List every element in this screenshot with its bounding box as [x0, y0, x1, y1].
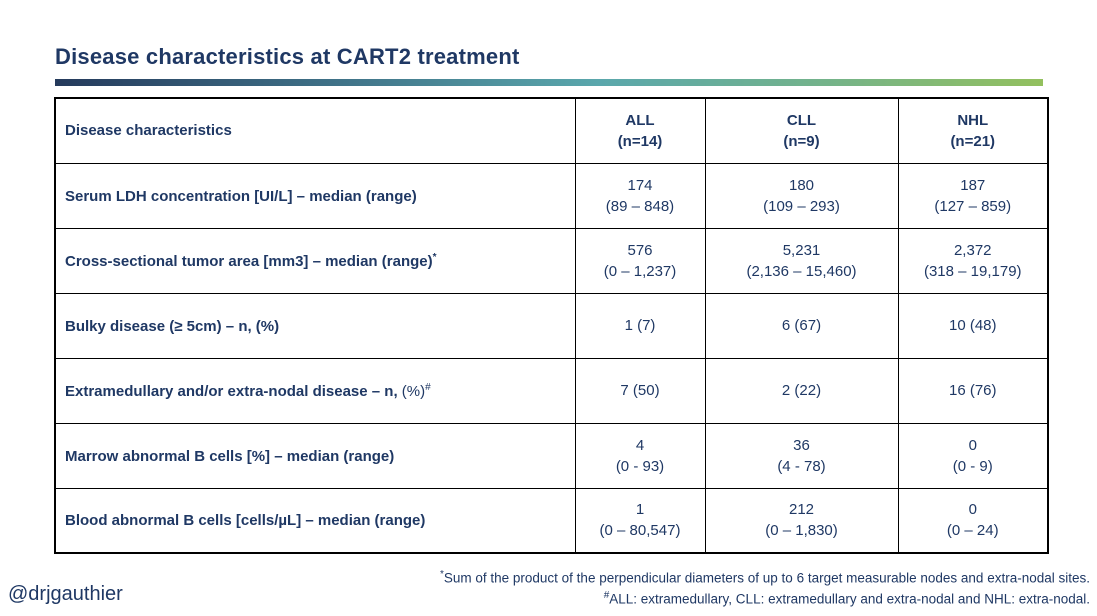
column-header-cll: CLL (n=9)	[704, 97, 899, 164]
table-row-marrow-b-cells: Marrow abnormal B cells [%] – median (ra…	[54, 422, 1049, 489]
corner-header: Disease characteristics	[54, 97, 576, 164]
cell-value: 576 (0 – 1,237)	[574, 227, 706, 294]
cell-value: 4 (0 - 93)	[574, 422, 706, 489]
footnotes: *Sum of the product of the perpendicular…	[440, 566, 1090, 607]
cell-value: 16 (76)	[897, 357, 1049, 424]
row-label: Extramedullary and/or extra-nodal diseas…	[54, 357, 576, 424]
cell-value: 187 (127 – 859)	[897, 162, 1049, 229]
cell-value: 212 (0 – 1,830)	[704, 487, 899, 554]
twitter-handle: @drjgauthier	[8, 583, 123, 605]
page-title: Disease characteristics at CART2 treatme…	[55, 44, 520, 69]
cell-value: 174 (89 – 848)	[574, 162, 706, 229]
cell-value: 7 (50)	[574, 357, 706, 424]
column-header-all: ALL (n=14)	[574, 97, 706, 164]
table-row-bulky-disease: Bulky disease (≥ 5cm) – n, (%) 1 (7) 6 (…	[54, 292, 1049, 359]
row-label: Bulky disease (≥ 5cm) – n, (%)	[54, 292, 576, 359]
footnote-hash: #ALL: extramedullary, CLL: extramedullar…	[603, 589, 1090, 607]
cell-value: 2 (22)	[704, 357, 899, 424]
table-row-tumor-area: Cross-sectional tumor area [mm3] – media…	[54, 227, 1049, 294]
row-label: Cross-sectional tumor area [mm3] – media…	[54, 227, 576, 294]
cell-value: 0 (0 – 24)	[897, 487, 1049, 554]
cell-value: 5,231 (2,136 – 15,460)	[704, 227, 899, 294]
footnote-asterisk: *Sum of the product of the perpendicular…	[439, 569, 1090, 586]
table-row-serum-ldh: Serum LDH concentration [UI/L] – median …	[54, 162, 1049, 229]
cell-value: 1 (0 – 80,547)	[574, 487, 706, 554]
cell-value: 180 (109 – 293)	[704, 162, 899, 229]
title-accent-bar	[55, 79, 1043, 86]
cell-value: 1 (7)	[574, 292, 706, 359]
cell-value: 10 (48)	[897, 292, 1049, 359]
cell-value: 0 (0 - 9)	[897, 422, 1049, 489]
table-row-blood-b-cells: Blood abnormal B cells [cells/µL] – medi…	[54, 487, 1049, 554]
row-label: Marrow abnormal B cells [%] – median (ra…	[54, 422, 576, 489]
table-row-extramedullary: Extramedullary and/or extra-nodal diseas…	[54, 357, 1049, 424]
row-label: Blood abnormal B cells [cells/µL] – medi…	[54, 487, 576, 554]
table-header-row: Disease characteristics ALL (n=14) CLL (…	[54, 97, 1049, 164]
disease-characteristics-table: Disease characteristics ALL (n=14) CLL (…	[54, 97, 1049, 554]
cell-value: 2,372 (318 – 19,179)	[897, 227, 1049, 294]
cell-value: 36 (4 - 78)	[704, 422, 899, 489]
row-label: Serum LDH concentration [UI/L] – median …	[54, 162, 576, 229]
cell-value: 6 (67)	[704, 292, 899, 359]
column-header-nhl: NHL (n=21)	[897, 97, 1049, 164]
